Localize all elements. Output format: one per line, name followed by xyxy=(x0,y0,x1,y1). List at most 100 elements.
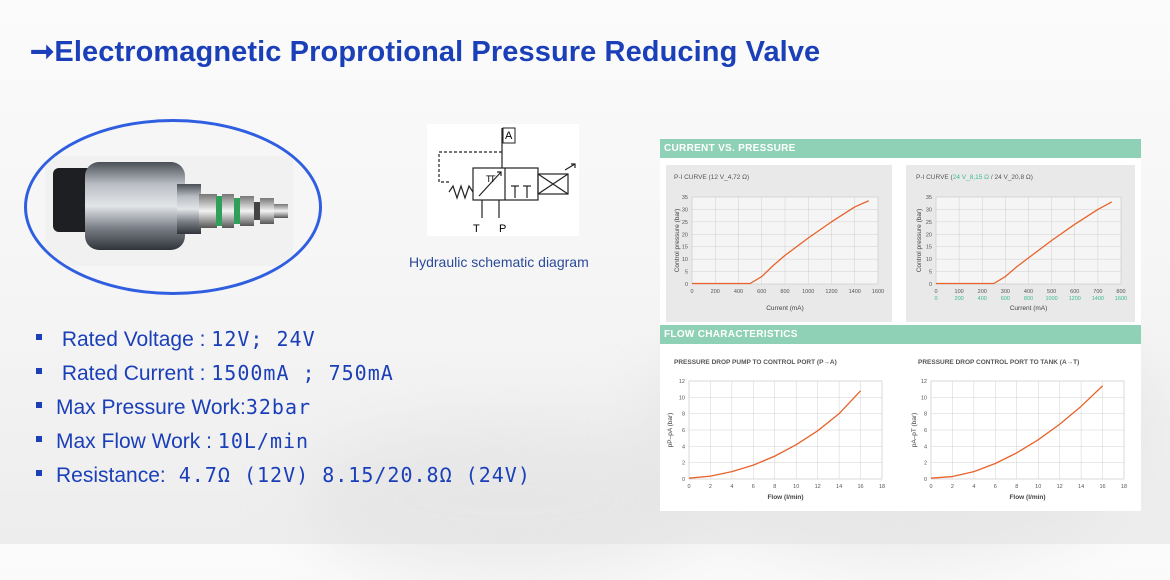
y-tick-label: 15 xyxy=(682,245,688,251)
x-tick-label: 800 xyxy=(780,289,789,295)
series-line xyxy=(688,390,862,479)
y-axis-label: Control pressure (bar) xyxy=(674,209,681,273)
y-tick-label: 5 xyxy=(685,270,688,276)
x-tick-label: 2 xyxy=(951,484,954,490)
x-tick-label: 1400 xyxy=(849,289,861,295)
x-tick-label-secondary: 200 xyxy=(955,296,964,302)
x-tick-label-secondary: 800 xyxy=(1024,296,1033,302)
x-tick-label: 100 xyxy=(955,289,964,295)
y-tick-label: 30 xyxy=(682,207,688,213)
schematic-port-p: P xyxy=(499,223,506,235)
y-tick-label: 15 xyxy=(926,245,932,251)
x-tick-label-secondary: 400 xyxy=(978,296,987,302)
bullet-icon xyxy=(36,334,42,341)
series-line xyxy=(930,385,1104,479)
spec-label: Resistance: xyxy=(56,464,166,487)
schematic-caption: Hydraulic schematic diagram xyxy=(409,254,589,270)
flow-characteristics-panel: FLOW CHARACTERISTICS PRESSURE DROP PUMP … xyxy=(660,325,1141,511)
x-tick-label: 14 xyxy=(836,484,842,490)
panel-header: FLOW CHARACTERISTICS xyxy=(660,325,1141,344)
y-tick-label: 10 xyxy=(921,395,927,401)
x-tick-label: 1600 xyxy=(872,289,884,295)
x-axis-label: Current (mA) xyxy=(766,305,804,312)
x-tick-label: 16 xyxy=(857,484,863,490)
chart-title-part: P-I CURVE ( xyxy=(916,174,954,181)
x-tick-label: 400 xyxy=(734,289,743,295)
current-pressure-panel: CURRENT VS. PRESSURE P-I CURVE (12 V_4,7… xyxy=(660,139,1141,325)
y-tick-label: 25 xyxy=(682,220,688,226)
spec-list: Rated Voltage : 12V; 24V Rated Current :… xyxy=(36,322,531,492)
schematic-inner-t1: T xyxy=(486,174,492,184)
valve-product-photo xyxy=(24,119,322,295)
x-tick-label: 200 xyxy=(711,289,720,295)
y-tick-label: 10 xyxy=(926,257,932,263)
schematic-port-a: A xyxy=(505,130,513,142)
x-tick-label-secondary: 0 xyxy=(934,296,937,302)
spec-value: 12V; 24V xyxy=(211,327,316,351)
y-tick-label: 12 xyxy=(679,379,685,385)
x-tick-label: 600 xyxy=(1070,289,1079,295)
y-tick-label: 12 xyxy=(921,379,927,385)
spec-value: 32bar xyxy=(245,395,312,419)
spec-max-pressure: Max Pressure Work:32bar xyxy=(36,390,531,424)
x-axis-label: Flow (l/min) xyxy=(1009,494,1045,501)
x-tick-label: 10 xyxy=(1035,484,1041,490)
y-tick-label: 20 xyxy=(682,232,688,238)
page-title: ➞Electromagnetic Proprotional Pressure R… xyxy=(30,36,821,68)
x-tick-label: 200 xyxy=(978,289,987,295)
y-tick-label: 0 xyxy=(929,282,932,288)
y-tick-label: 0 xyxy=(924,477,927,483)
x-tick-label: 16 xyxy=(1099,484,1105,490)
x-tick-label: 0 xyxy=(687,484,690,490)
y-tick-label: 4 xyxy=(682,444,685,450)
chart-title: PRESSURE DROP PUMP TO CONTROL PORT (P→A) xyxy=(674,359,837,366)
x-tick-label-secondary: 1000 xyxy=(1046,296,1058,302)
spec-label: Max Flow Work : xyxy=(56,430,218,453)
y-axis-label: Control pressure (bar) xyxy=(916,209,923,273)
x-tick-label: 0 xyxy=(934,289,937,295)
schematic-port-t: T xyxy=(473,223,480,235)
bullet-icon xyxy=(36,470,42,477)
chart-title: P-I CURVE (24 V_8,15 Ω / 24 V_20,8 Ω) xyxy=(916,174,1033,181)
x-tick-label: 1000 xyxy=(802,289,814,295)
x-tick-label-secondary: 1200 xyxy=(1069,296,1081,302)
bullet-icon xyxy=(36,368,42,375)
y-tick-label: 0 xyxy=(682,477,685,483)
y-tick-label: 35 xyxy=(682,195,688,201)
y-tick-label: 35 xyxy=(926,195,932,201)
y-tick-label: 2 xyxy=(924,461,927,467)
y-tick-label: 5 xyxy=(929,270,932,276)
x-tick-label: 2 xyxy=(709,484,712,490)
x-tick-label: 14 xyxy=(1078,484,1084,490)
panel-header: CURRENT VS. PRESSURE xyxy=(660,139,1141,158)
series-line xyxy=(692,200,869,285)
pressure-drop-a-t-chart: PRESSURE DROP CONTROL PORT TO TANK (A→T)… xyxy=(911,359,1127,501)
x-tick-label: 6 xyxy=(994,484,997,490)
x-tick-label: 700 xyxy=(1093,289,1102,295)
x-tick-label-secondary: 1600 xyxy=(1115,296,1127,302)
spec-label: Max Pressure Work: xyxy=(56,396,246,419)
x-tick-label-secondary: 1400 xyxy=(1092,296,1104,302)
x-tick-label: 4 xyxy=(730,484,733,490)
spec-value: 1500mA ; 750mA xyxy=(211,361,394,385)
chart-title-part: / 24 V_20,8 Ω) xyxy=(989,174,1033,181)
y-tick-label: 8 xyxy=(682,412,685,418)
valve-illustration xyxy=(45,156,293,266)
x-tick-label: 8 xyxy=(1015,484,1018,490)
x-tick-label: 600 xyxy=(757,289,766,295)
chart-title: P-I CURVE (12 V_4,72 Ω) xyxy=(674,174,749,181)
y-axis-label: pP–pA (bar) xyxy=(667,413,674,448)
x-tick-label: 6 xyxy=(752,484,755,490)
pi-curve-12v-chart: P-I CURVE (12 V_4,72 Ω) 0 200 400 600 800 1000… xyxy=(674,174,884,312)
y-tick-label: 2 xyxy=(682,461,685,467)
chart-title: PRESSURE DROP CONTROL PORT TO TANK (A→T) xyxy=(918,359,1079,366)
y-tick-label: 6 xyxy=(682,428,685,434)
x-tick-label: 12 xyxy=(815,484,821,490)
spec-value: 10L/min xyxy=(217,429,310,453)
x-tick-label: 500 xyxy=(1047,289,1056,295)
x-tick-label: 0 xyxy=(690,289,693,295)
y-tick-label: 25 xyxy=(926,220,932,226)
x-tick-label-secondary: 600 xyxy=(1001,296,1010,302)
y-tick-label: 4 xyxy=(924,444,927,450)
y-tick-label: 10 xyxy=(679,395,685,401)
